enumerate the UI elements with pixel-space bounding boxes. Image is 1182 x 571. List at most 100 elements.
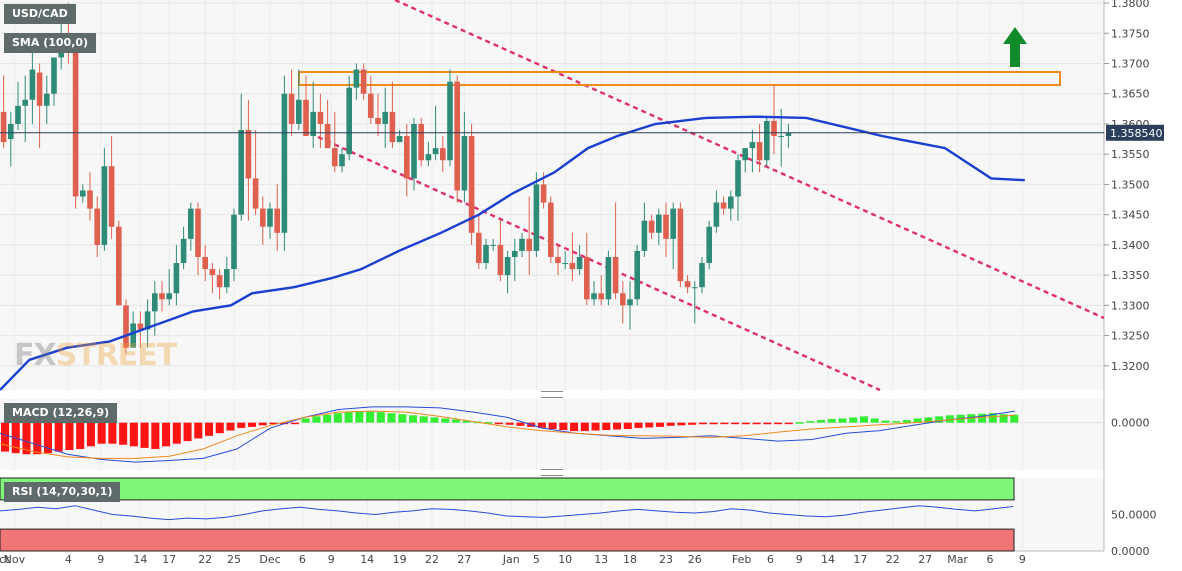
price-tick-label: 1.3200 — [1111, 360, 1150, 373]
candle-body — [771, 120, 777, 137]
symbol-label: USD/CAD — [12, 7, 68, 20]
panel-splitter-rsi[interactable] — [541, 469, 563, 476]
candle-body — [605, 256, 612, 300]
macd-histogram-bar — [548, 422, 557, 429]
candle-body — [209, 269, 216, 276]
candle-body — [778, 136, 784, 138]
macd-histogram-bar — [645, 422, 654, 428]
time-tick-label: 22 — [886, 553, 900, 566]
candle-body — [130, 323, 136, 348]
macd-histogram-bar — [409, 415, 418, 423]
candle-body — [296, 99, 302, 124]
macd-histogram-bar — [376, 412, 385, 423]
macd-histogram-bar — [162, 422, 171, 447]
macd-histogram-bar — [763, 422, 772, 425]
macd-histogram-bar — [290, 422, 299, 425]
macd-histogram-bar — [698, 422, 707, 425]
candle-body — [620, 293, 626, 306]
price-panel-bg — [0, 0, 1104, 390]
candle-body — [634, 250, 640, 300]
macd-histogram-bar — [602, 422, 611, 431]
up-arrow-shaft — [1010, 42, 1020, 67]
time-tick-label: Dec — [259, 553, 280, 566]
macd-histogram-bar — [140, 422, 149, 448]
macd-histogram-bar — [613, 422, 622, 430]
macd-histogram-bar — [183, 422, 192, 442]
macd-histogram-bar — [817, 420, 826, 423]
macd-histogram-bar — [988, 413, 997, 423]
candle-body — [440, 148, 446, 161]
watermark-street: STREET — [55, 338, 178, 373]
candle-body — [598, 293, 604, 300]
time-tick-label: 14 — [821, 553, 835, 566]
macd-histogram-bar — [881, 420, 890, 423]
macd-histogram-bar — [580, 422, 589, 432]
macd-histogram-bar — [784, 422, 793, 425]
candle-body — [180, 238, 187, 264]
candle-body — [353, 69, 360, 88]
macd-histogram-bar — [451, 419, 460, 423]
macd-histogram-bar — [151, 422, 160, 449]
rsi-tick-label: 50.0000 — [1111, 509, 1157, 522]
candle-body — [382, 111, 388, 124]
time-tick-label: Nov — [4, 553, 26, 566]
panel-splitter-macd[interactable] — [541, 391, 563, 398]
candle-body — [742, 148, 748, 161]
candle-body — [267, 208, 273, 227]
candle-body — [612, 256, 619, 294]
macd-histogram-bar — [655, 422, 664, 427]
macd-histogram-bar — [22, 422, 31, 455]
macd-histogram-bar — [194, 422, 203, 439]
time-tick-label: 5 — [533, 553, 540, 566]
candle-body — [555, 256, 561, 264]
candle-body — [692, 287, 698, 289]
candle-body — [641, 220, 648, 251]
macd-histogram-bar — [945, 415, 954, 423]
rsi-overbought-zone — [0, 477, 1015, 501]
price-tick-label: 1.3400 — [1111, 239, 1150, 252]
macd-histogram-bar — [398, 414, 407, 423]
candle-body — [188, 208, 194, 239]
macd-histogram-bar — [119, 422, 128, 445]
rsi-zones — [0, 477, 1015, 552]
macd-histogram-bar — [516, 422, 525, 426]
candle-body — [684, 281, 691, 288]
macd-histogram-bar — [172, 422, 181, 444]
watermark-fx: FX — [14, 338, 57, 373]
macd-histogram-bar — [688, 422, 697, 425]
candle-body — [22, 99, 28, 106]
candle-body — [245, 130, 252, 179]
candle-body — [656, 214, 662, 233]
macd-histogram-bar — [902, 420, 911, 423]
macd-histogram-bar — [849, 417, 858, 423]
grid-layer — [0, 0, 1105, 552]
candle-body — [166, 293, 172, 300]
candle-body — [720, 202, 727, 209]
macd-histogram-bar — [999, 414, 1008, 423]
up-arrow — [1003, 27, 1027, 67]
candle-body — [735, 160, 741, 197]
macd-histogram-bar — [108, 422, 117, 444]
time-tick-label: 22 — [425, 553, 439, 566]
candle-body — [173, 263, 180, 294]
price-tick-label: 1.3300 — [1111, 299, 1150, 312]
macd-histogram-bar — [838, 418, 847, 423]
candle-body — [663, 214, 669, 239]
time-tick-label: Mar — [947, 553, 968, 566]
candle-body — [526, 238, 532, 251]
macd-histogram-bar — [924, 417, 933, 423]
price-tick-label: 1.3650 — [1111, 88, 1150, 101]
candle-body — [0, 111, 7, 143]
macd-histogram-bar — [1010, 414, 1019, 423]
macd-histogram-bar — [537, 422, 546, 428]
candle-body — [454, 81, 460, 191]
macd-histogram-bar — [430, 417, 439, 423]
macd-histogram-bar — [720, 422, 729, 425]
candle-body — [332, 148, 338, 167]
candle-body — [303, 99, 309, 137]
candle-body — [425, 154, 432, 161]
macd-line — [0, 406, 1016, 463]
candle-body — [123, 305, 129, 348]
macd-histogram-bar — [97, 422, 106, 444]
last-price-label: 1.358540 — [1110, 127, 1163, 140]
